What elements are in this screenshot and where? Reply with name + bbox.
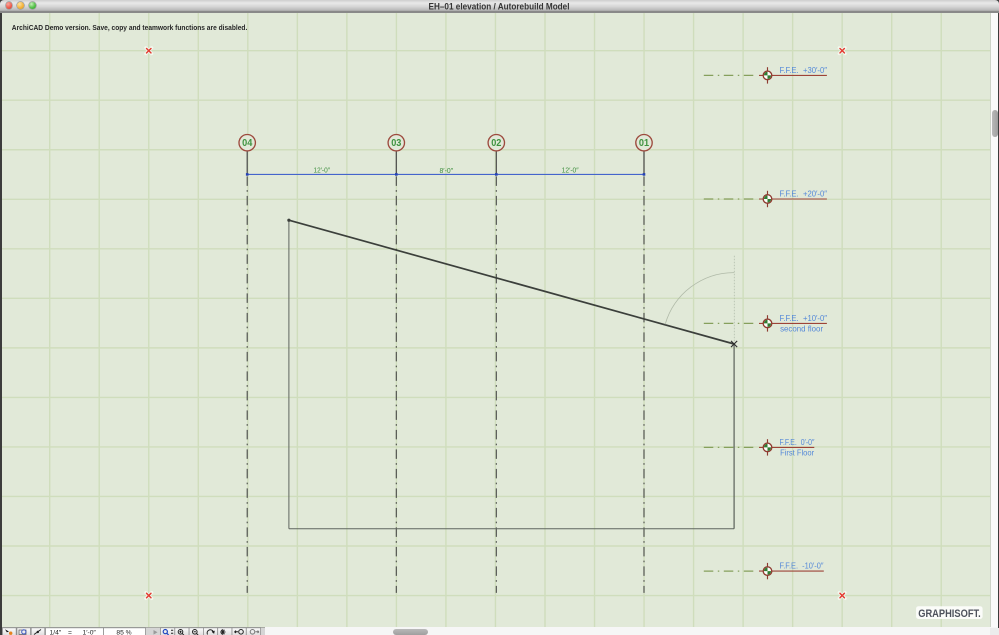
svg-text:EH–01 elevation / Autorebuild: EH–01 elevation / Autorebuild Model bbox=[429, 2, 570, 12]
svg-text:F.F.E. +10′-0″: F.F.E. +10′-0″ bbox=[779, 313, 827, 323]
svg-text:12′-0″: 12′-0″ bbox=[313, 165, 330, 174]
svg-text:F.F.E. -10′-0″: F.F.E. -10′-0″ bbox=[779, 560, 823, 570]
svg-text:12′-0″: 12′-0″ bbox=[561, 165, 578, 174]
svg-text:03: 03 bbox=[391, 138, 402, 149]
svg-text:01: 01 bbox=[638, 138, 649, 149]
svg-text:ArchiCAD Demo version. Save, c: ArchiCAD Demo version. Save, copy and te… bbox=[11, 23, 246, 32]
svg-text:=: = bbox=[68, 629, 72, 635]
svg-text:First Floor: First Floor bbox=[780, 447, 814, 457]
svg-text:second floor: second floor bbox=[780, 323, 823, 333]
svg-text:F.F.E. +20′-0″: F.F.E. +20′-0″ bbox=[779, 188, 827, 198]
svg-text:GRAPHISOFT.: GRAPHISOFT. bbox=[918, 608, 980, 620]
svg-text:04: 04 bbox=[242, 138, 253, 149]
svg-text:02: 02 bbox=[491, 138, 502, 149]
svg-text:F.F.E. +30′-0″: F.F.E. +30′-0″ bbox=[779, 65, 827, 75]
svg-text:1′-0″: 1′-0″ bbox=[82, 629, 96, 635]
svg-text:F.F.E. 0′-0″: F.F.E. 0′-0″ bbox=[779, 437, 814, 447]
svg-text:1/4″: 1/4″ bbox=[49, 629, 61, 635]
svg-text:8′-0″: 8′-0″ bbox=[439, 166, 453, 175]
svg-text:85 %: 85 % bbox=[116, 629, 131, 635]
